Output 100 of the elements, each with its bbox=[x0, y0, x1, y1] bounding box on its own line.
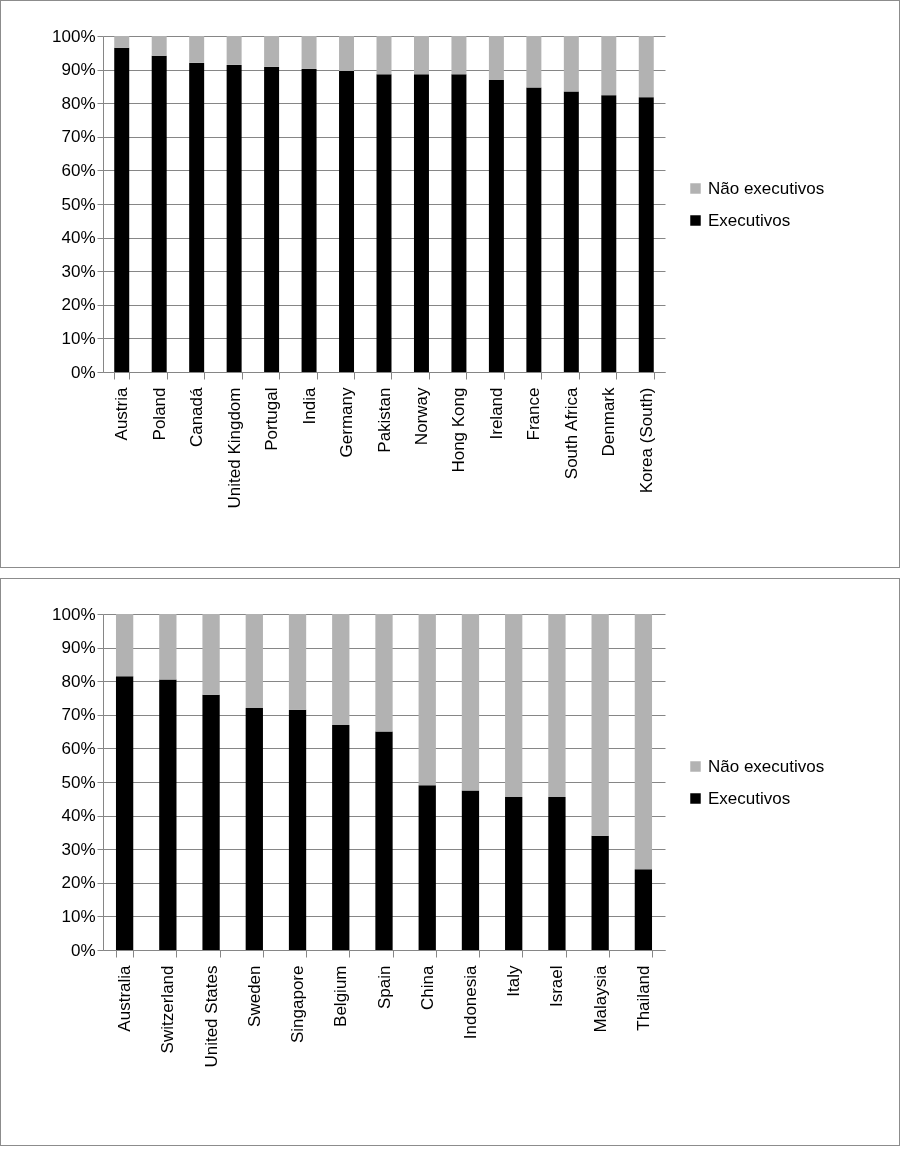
bar bbox=[413, 74, 429, 372]
bar bbox=[634, 614, 653, 870]
bar bbox=[332, 724, 350, 950]
x-tick-label: Canadá bbox=[187, 386, 207, 448]
y-tick-label: 50% bbox=[61, 194, 96, 214]
y-tick-label: 60% bbox=[61, 738, 96, 758]
bar bbox=[288, 709, 307, 950]
x-tick-label: Australia bbox=[115, 964, 135, 1032]
bar bbox=[638, 36, 654, 98]
bar bbox=[339, 36, 355, 71]
y-tick-label: 90% bbox=[61, 638, 96, 658]
x-tick-label: Portugal bbox=[262, 387, 282, 451]
x-tick-label: India bbox=[299, 386, 319, 425]
y-tick-label: 70% bbox=[61, 127, 96, 147]
bar bbox=[264, 66, 280, 372]
y-tick-label: 10% bbox=[61, 906, 96, 926]
x-tick-label: Hong Kong bbox=[449, 387, 469, 473]
bar bbox=[418, 785, 436, 950]
y-tick-label: 100% bbox=[52, 604, 96, 624]
bar bbox=[114, 36, 130, 48]
bar bbox=[339, 70, 355, 372]
bar bbox=[488, 36, 504, 81]
x-tick-label: Ireland bbox=[486, 387, 506, 440]
bar bbox=[376, 36, 392, 75]
x-tick-label: Italy bbox=[504, 965, 524, 997]
x-tick-label: Spain bbox=[374, 965, 394, 1009]
bar bbox=[159, 614, 177, 680]
bar bbox=[202, 694, 220, 950]
bar bbox=[526, 87, 542, 372]
y-tick-label: 30% bbox=[61, 839, 96, 859]
bar bbox=[115, 676, 134, 950]
y-tick-label: 80% bbox=[61, 671, 96, 691]
bar bbox=[634, 869, 653, 950]
bar bbox=[114, 47, 130, 372]
bar bbox=[413, 36, 429, 75]
bar bbox=[151, 36, 167, 56]
x-tick-label: Norway bbox=[411, 387, 431, 446]
x-tick-label: Belgium bbox=[331, 965, 351, 1027]
y-tick-label: 0% bbox=[70, 362, 96, 382]
bar bbox=[505, 797, 523, 950]
bar bbox=[159, 679, 177, 950]
bar bbox=[189, 36, 205, 63]
bar bbox=[264, 36, 280, 67]
x-tick-label: Austria bbox=[112, 386, 132, 441]
bar bbox=[461, 614, 480, 791]
x-tick-label: United Kingdom bbox=[224, 387, 244, 509]
bar bbox=[288, 614, 307, 710]
legend-label: Executivos bbox=[708, 788, 791, 808]
bar bbox=[376, 74, 392, 372]
bar bbox=[563, 91, 579, 372]
bar bbox=[461, 790, 480, 950]
legend-label: Não executivos bbox=[708, 178, 825, 198]
y-tick-label: 70% bbox=[61, 705, 96, 725]
y-tick-label: 10% bbox=[61, 328, 96, 348]
x-tick-label: Switzerland bbox=[158, 965, 178, 1054]
bar bbox=[548, 614, 566, 798]
y-tick-label: 100% bbox=[52, 26, 96, 46]
y-tick-label: 50% bbox=[61, 772, 96, 792]
y-tick-label: 30% bbox=[61, 261, 96, 281]
bar bbox=[488, 80, 504, 372]
bar bbox=[189, 62, 205, 372]
bar bbox=[591, 614, 609, 836]
bar bbox=[591, 835, 609, 950]
y-tick-label: 60% bbox=[61, 160, 96, 180]
bar bbox=[418, 614, 436, 786]
x-tick-label: Pakistan bbox=[374, 387, 394, 453]
y-tick-label: 0% bbox=[70, 940, 96, 960]
y-tick-label: 20% bbox=[61, 295, 96, 315]
x-tick-label: Denmark bbox=[599, 387, 619, 457]
y-tick-label: 40% bbox=[61, 806, 96, 826]
x-tick-label: Malaysia bbox=[590, 964, 610, 1033]
x-tick-label: United States bbox=[201, 965, 221, 1068]
x-tick-label: Thailand bbox=[633, 965, 653, 1031]
bar bbox=[245, 614, 263, 709]
legend-label: Executivos bbox=[708, 210, 791, 230]
x-tick-label: Indonesia bbox=[460, 964, 480, 1040]
bar bbox=[301, 36, 317, 69]
y-tick-label: 90% bbox=[61, 60, 96, 80]
bar bbox=[563, 36, 579, 92]
bar bbox=[301, 68, 317, 372]
y-tick-label: 40% bbox=[61, 228, 96, 248]
x-tick-label: Singapore bbox=[288, 965, 308, 1044]
x-tick-label: Sweden bbox=[244, 965, 264, 1027]
bar bbox=[375, 731, 393, 950]
bar bbox=[451, 74, 467, 372]
y-tick-label: 80% bbox=[61, 93, 96, 113]
x-tick-label: South Africa bbox=[561, 386, 581, 480]
x-tick-label: Korea (South) bbox=[636, 387, 656, 494]
bar bbox=[601, 95, 617, 372]
bar bbox=[151, 55, 167, 372]
bar bbox=[526, 36, 542, 88]
bar bbox=[115, 614, 134, 677]
bar bbox=[548, 797, 566, 950]
bar bbox=[202, 614, 220, 695]
bar bbox=[505, 614, 523, 798]
bar bbox=[638, 97, 654, 372]
bar bbox=[332, 614, 350, 725]
x-tick-label: Germany bbox=[337, 387, 357, 458]
bar bbox=[226, 64, 242, 372]
bar bbox=[451, 36, 467, 75]
